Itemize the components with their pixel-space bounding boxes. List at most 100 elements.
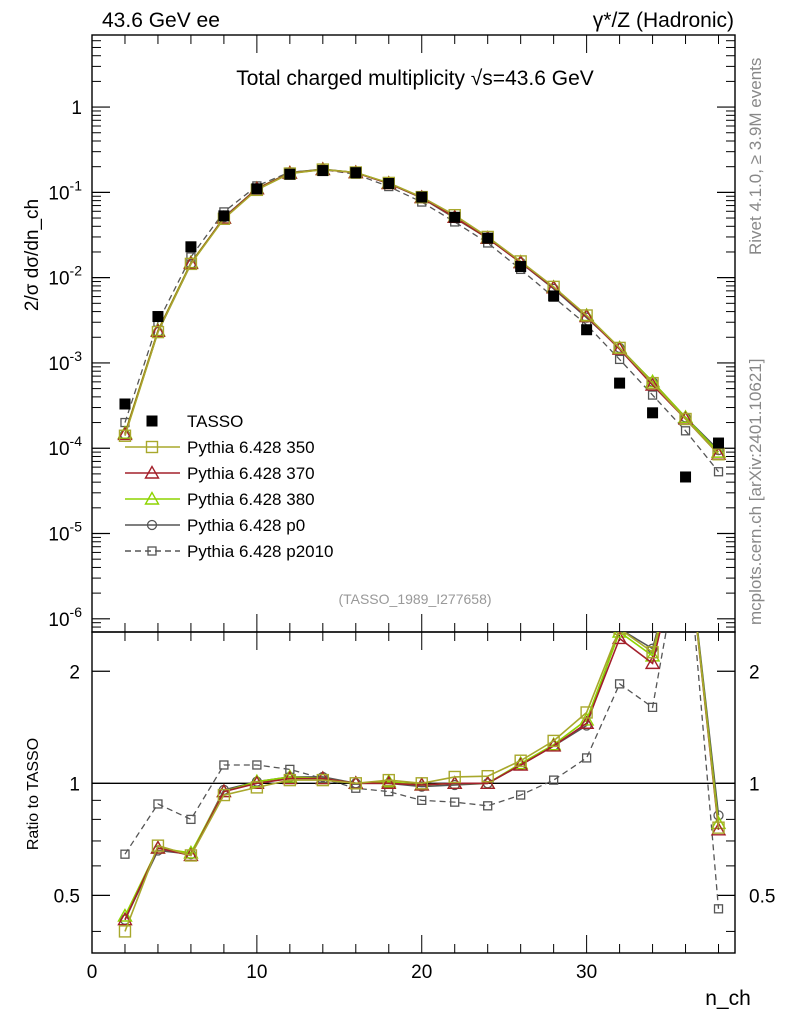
point-tasso <box>185 241 197 253</box>
top-plot: 1 10-1 10-2 10-3 10-4 10-5 10-6 <box>48 34 735 633</box>
ratio-plot: 0 10 20 30 0.5 0.5 1 1 2 2 <box>54 517 775 983</box>
legend-marker-tasso <box>146 415 158 427</box>
legend-label-tasso: TASSO <box>187 412 243 431</box>
point-tasso <box>647 407 659 419</box>
ratio-point-pythia-6-428-370 <box>117 911 133 926</box>
ratio-point-pythia-6-428-p2010 <box>417 795 427 805</box>
point-tasso <box>251 183 263 195</box>
ratio-line-pythia-6-428-380 <box>124 632 720 917</box>
ratio-point-pythia-6-428-350 <box>547 734 560 748</box>
legend-marker-pythia-6-428-p2010 <box>147 546 157 556</box>
point-pythia-6-428-370 <box>611 341 628 355</box>
y-tick-label: 10-6 <box>48 604 82 631</box>
ratio-point-pythia-6-428-p2010 <box>614 679 625 689</box>
ratio-point-pythia-6-428-380 <box>578 712 595 726</box>
ratio-series-layer <box>117 517 727 938</box>
ratio-point-pythia-6-428-370 <box>578 715 595 729</box>
point-tasso <box>152 311 164 323</box>
ratio-point-pythia-6-428-350 <box>415 777 428 790</box>
point-tasso <box>119 398 131 410</box>
header-left-label: 43.6 GeV ee <box>102 9 220 32</box>
legend-label-pythia-6-428-380: Pythia 6.428 380 <box>187 490 315 509</box>
x-tick-label: 20 <box>411 962 432 983</box>
y-tick-label: 10-4 <box>48 433 82 460</box>
point-pythia-6-428-350 <box>679 412 692 426</box>
ratio-point-pythia-6-428-380 <box>282 769 298 783</box>
rivet-label: Rivet 4.1.0, ≥ 3.9M events <box>746 58 765 255</box>
watermark-label: (TASSO_1989_I277658) <box>338 591 491 607</box>
point-pythia-6-428-370 <box>150 323 166 337</box>
point-tasso <box>284 168 296 180</box>
legend-marker-pythia-6-428-380 <box>144 491 160 505</box>
point-tasso <box>614 377 626 389</box>
legend-marker-pythia-6-428-p0 <box>146 519 158 531</box>
point-tasso <box>482 232 494 244</box>
legend-label-pythia-6-428-p0: Pythia 6.428 p0 <box>187 516 305 535</box>
top-series-layer <box>117 161 727 483</box>
ratio-line-pythia-6-428-350 <box>124 632 720 932</box>
ratio-point-pythia-6-428-370 <box>315 770 331 785</box>
ratio-point-pythia-6-428-380 <box>679 517 692 529</box>
ratio-point-pythia-6-428-370 <box>414 777 430 791</box>
ratio-point-pythia-6-428-350 <box>613 632 626 636</box>
ratio-point-pythia-6-428-370 <box>545 738 562 752</box>
ratio-point-pythia-6-428-350 <box>217 788 231 802</box>
series-line-pythia-6-428-p0 <box>124 168 720 451</box>
ratio-y-tick-label-right: 1 <box>749 774 760 795</box>
ratio-point-pythia-6-428-350 <box>712 821 725 834</box>
point-pythia-6-428-350 <box>118 429 132 442</box>
point-pythia-6-428-370 <box>183 255 199 270</box>
ratio-point-pythia-6-428-p2010 <box>120 849 130 859</box>
ratio-point-pythia-6-428-350 <box>481 769 494 783</box>
legend-label-pythia-6-428-p2010: Pythia 6.428 p2010 <box>187 542 334 561</box>
ratio-point-pythia-6-428-p2010 <box>647 702 658 712</box>
ratio-point-pythia-6-428-370 <box>644 655 661 670</box>
point-pythia-6-428-p2010 <box>647 390 658 400</box>
point-pythia-6-428-p2010 <box>614 354 625 365</box>
point-tasso <box>350 167 362 179</box>
ratio-point-pythia-6-428-370 <box>381 775 397 790</box>
legend-label-pythia-6-428-350: Pythia 6.428 350 <box>187 438 315 457</box>
ratio-point-pythia-6-428-370 <box>512 757 529 771</box>
ratio-point-pythia-6-428-350 <box>316 773 330 787</box>
ratio-point-pythia-6-428-370 <box>479 775 496 790</box>
top-ylabel: 2/σ dσ/dn_ch <box>22 199 43 311</box>
legend-marker-pythia-6-428-350 <box>145 440 159 454</box>
point-tasso <box>416 191 428 203</box>
ratio-point-pythia-6-428-p2010 <box>548 775 559 785</box>
point-pythia-6-428-p2010 <box>713 467 724 477</box>
ratio-point-pythia-6-428-350 <box>184 849 198 862</box>
ratio-point-pythia-6-428-380 <box>117 908 133 922</box>
ratio-point-pythia-6-428-380 <box>183 845 199 859</box>
ratio-point-pythia-6-428-p2010 <box>713 904 724 914</box>
point-tasso <box>449 211 461 223</box>
ratio-point-pythia-6-428-370 <box>710 821 727 836</box>
point-pythia-6-428-350 <box>712 448 725 461</box>
point-pythia-6-428-370 <box>117 426 133 441</box>
point-tasso <box>581 324 593 336</box>
legend: TASSO Pythia 6.428 350 Pythia 6.428 370 Pyt… <box>125 412 334 561</box>
ratio-point-pythia-6-428-p2010 <box>581 753 592 763</box>
point-tasso <box>680 471 692 483</box>
x-axis-label: n_ch <box>705 987 751 1010</box>
legend-marker-pythia-6-428-370 <box>144 465 160 479</box>
ratio-y-tick-label: 0.5 <box>54 886 80 907</box>
ratio-point-pythia-6-428-p2010 <box>450 797 460 807</box>
y-tick-label: 10-1 <box>48 177 82 204</box>
ratio-point-pythia-6-428-350 <box>514 754 527 767</box>
point-pythia-6-428-370 <box>644 377 661 391</box>
ratio-line-pythia-6-428-370 <box>124 632 720 921</box>
ratio-point-pythia-6-428-350 <box>448 770 461 784</box>
ratio-point-pythia-6-428-p2010 <box>186 814 196 825</box>
ratio-point-pythia-6-428-350 <box>646 646 659 659</box>
point-pythia-6-428-350 <box>580 309 593 322</box>
ratio-y-tick-label-right: 2 <box>749 662 760 683</box>
ratio-point-pythia-6-428-350 <box>151 839 165 852</box>
ratio-y-tick-label-right: 0.5 <box>749 886 775 907</box>
ratio-y-tick-label: 1 <box>69 774 80 795</box>
ratio-point-pythia-6-428-350 <box>680 518 691 529</box>
ratio-point-pythia-6-428-350 <box>250 781 264 794</box>
ratio-point-pythia-6-428-p2010 <box>682 519 690 527</box>
ratio-y-tick-label: 2 <box>69 662 80 683</box>
